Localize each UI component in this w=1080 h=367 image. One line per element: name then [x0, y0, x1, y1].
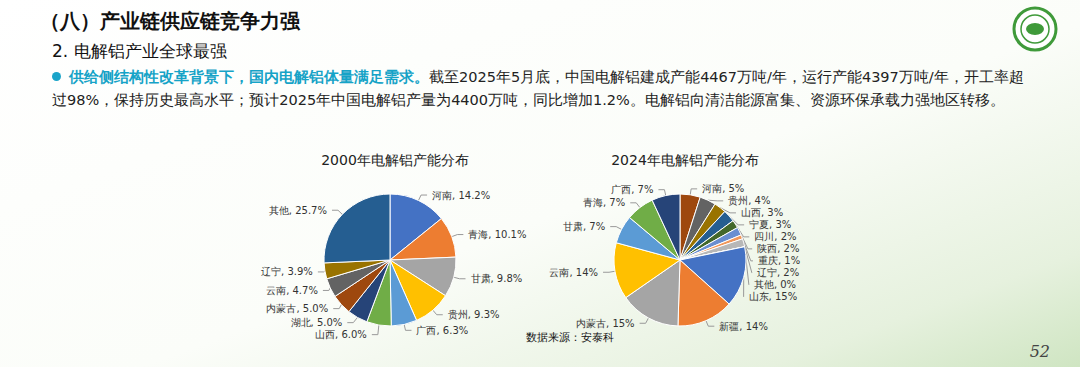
svg-text:云南, 14%: 云南, 14% — [549, 267, 598, 278]
svg-text:内蒙古, 15%: 内蒙古, 15% — [576, 318, 635, 329]
svg-text:河南, 5%: 河南, 5% — [702, 183, 744, 194]
svg-text:山西, 3%: 山西, 3% — [741, 207, 783, 218]
svg-text:青海, 10.1%: 青海, 10.1% — [468, 229, 526, 240]
svg-text:2000年电解铝产能分布: 2000年电解铝产能分布 — [321, 152, 469, 168]
svg-text:新疆, 14%: 新疆, 14% — [719, 321, 768, 332]
svg-text:四川, 2%: 四川, 2% — [754, 231, 796, 242]
svg-text:辽宁, 3.9%: 辽宁, 3.9% — [261, 266, 313, 277]
svg-text:河南, 14.2%: 河南, 14.2% — [432, 190, 490, 201]
html-text:（八）产业链供应链竞争力强: （八）产业链供应链竞争力强 — [40, 9, 300, 33]
svg-text:青海, 7%: 青海, 7% — [583, 197, 625, 208]
svg-text:甘肃, 7%: 甘肃, 7% — [563, 221, 605, 232]
html-text:数据来源：安泰科: 数据来源：安泰科 — [526, 331, 614, 344]
html-text:52: 52 — [1029, 342, 1050, 361]
svg-text:山西, 6.0%: 山西, 6.0% — [315, 329, 367, 340]
svg-text:陕西, 2%: 陕西, 2% — [757, 243, 799, 254]
svg-text:山东, 15%: 山东, 15% — [749, 291, 798, 302]
svg-text:2024年电解铝产能分布: 2024年电解铝产能分布 — [611, 152, 759, 168]
html-text:2. 电解铝产业全球最强: 2. 电解铝产业全球最强 — [52, 41, 227, 61]
html-text:供给侧结构性改革背景下，国内电解铝体量满足需求。截至2025: 供给侧结构性改革背景下，国内电解铝体量满足需求。截至2025年5月底，中国电解铝… — [52, 69, 1024, 108]
svg-text:辽宁, 2%: 辽宁, 2% — [757, 267, 799, 278]
svg-text:甘肃, 9.8%: 甘肃, 9.8% — [471, 273, 523, 284]
svg-text:宁夏, 3%: 宁夏, 3% — [749, 219, 791, 230]
svg-text:广西, 6.3%: 广西, 6.3% — [416, 325, 468, 336]
svg-text:重庆, 1%: 重庆, 1% — [758, 255, 800, 266]
svg-text:内蒙古, 5.0%: 内蒙古, 5.0% — [266, 303, 328, 314]
svg-text:贵州, 9.3%: 贵州, 9.3% — [448, 309, 500, 320]
svg-text:其他, 0%: 其他, 0% — [754, 279, 796, 290]
svg-text:云南, 4.7%: 云南, 4.7% — [266, 285, 318, 296]
svg-text:贵州, 4%: 贵州, 4% — [728, 195, 770, 206]
svg-text:广西, 7%: 广西, 7% — [611, 184, 653, 195]
svg-text:其他, 25.7%: 其他, 25.7% — [269, 205, 327, 216]
svg-text:湖北, 5.0%: 湖北, 5.0% — [291, 317, 343, 328]
